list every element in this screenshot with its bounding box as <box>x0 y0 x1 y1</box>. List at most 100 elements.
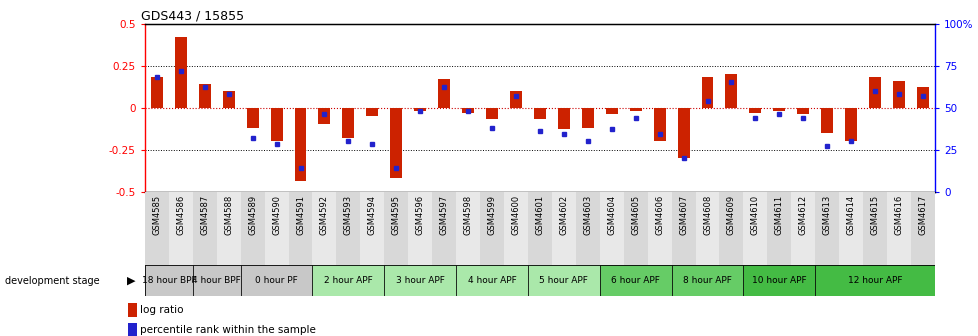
Bar <box>246 108 258 128</box>
Text: ▶: ▶ <box>126 276 135 286</box>
Bar <box>510 91 521 108</box>
Text: GSM4608: GSM4608 <box>702 195 711 236</box>
Bar <box>790 192 815 265</box>
Bar <box>527 265 600 296</box>
Text: 8 hour APF: 8 hour APF <box>683 276 732 285</box>
Text: 18 hour BPF: 18 hour BPF <box>142 276 196 285</box>
Text: percentile rank within the sample: percentile rank within the sample <box>140 326 316 335</box>
Text: GSM4594: GSM4594 <box>368 195 377 235</box>
Bar <box>312 192 336 265</box>
Text: GSM4590: GSM4590 <box>272 195 281 235</box>
Bar <box>892 81 904 108</box>
Bar <box>623 192 647 265</box>
Bar <box>127 303 136 317</box>
Bar <box>216 192 241 265</box>
Text: GSM4607: GSM4607 <box>679 195 688 236</box>
Text: 0 hour PF: 0 hour PF <box>255 276 297 285</box>
Text: GSM4616: GSM4616 <box>894 195 903 236</box>
Bar <box>504 192 527 265</box>
Text: GSM4603: GSM4603 <box>583 195 592 236</box>
Bar <box>384 192 408 265</box>
Text: 2 hour APF: 2 hour APF <box>324 276 373 285</box>
Text: GSM4588: GSM4588 <box>224 195 233 236</box>
Text: GSM4612: GSM4612 <box>798 195 807 235</box>
Bar <box>270 108 283 141</box>
Text: 3 hour APF: 3 hour APF <box>395 276 444 285</box>
Bar <box>151 77 162 108</box>
Bar <box>581 108 594 128</box>
Text: GSM4585: GSM4585 <box>153 195 161 235</box>
Bar <box>911 192 934 265</box>
Bar <box>342 108 354 138</box>
Text: GSM4586: GSM4586 <box>176 195 185 236</box>
Bar <box>815 192 838 265</box>
Bar <box>767 192 790 265</box>
Bar <box>127 323 136 336</box>
Bar <box>725 74 736 108</box>
Bar <box>575 192 600 265</box>
Bar <box>390 108 402 178</box>
Bar <box>438 79 450 108</box>
Text: GSM4602: GSM4602 <box>558 195 568 235</box>
Bar <box>145 265 193 296</box>
Bar <box>222 91 235 108</box>
Text: GSM4598: GSM4598 <box>464 195 472 235</box>
Bar <box>701 77 713 108</box>
Text: GSM4597: GSM4597 <box>439 195 448 235</box>
Text: 4 hour APF: 4 hour APF <box>467 276 515 285</box>
Bar <box>456 265 527 296</box>
Text: GSM4599: GSM4599 <box>487 195 496 235</box>
Bar <box>408 192 431 265</box>
Bar <box>527 192 552 265</box>
Bar <box>366 108 378 116</box>
Bar <box>677 108 689 158</box>
Bar <box>289 192 312 265</box>
Bar <box>863 192 886 265</box>
Text: log ratio: log ratio <box>140 305 183 315</box>
Bar <box>821 108 832 133</box>
Bar <box>193 192 216 265</box>
Bar <box>773 108 784 111</box>
Bar <box>294 108 306 181</box>
Text: GDS443 / 15855: GDS443 / 15855 <box>141 9 244 23</box>
Bar <box>479 192 504 265</box>
Bar <box>336 192 360 265</box>
Bar <box>485 108 498 119</box>
Text: GSM4604: GSM4604 <box>606 195 615 235</box>
Text: GSM4596: GSM4596 <box>416 195 424 235</box>
Bar <box>815 265 934 296</box>
Text: GSM4605: GSM4605 <box>631 195 640 235</box>
Bar <box>312 265 384 296</box>
Bar <box>748 108 761 113</box>
Text: 12 hour APF: 12 hour APF <box>847 276 902 285</box>
Bar <box>241 192 264 265</box>
Text: GSM4600: GSM4600 <box>511 195 520 235</box>
Bar <box>694 192 719 265</box>
Bar <box>384 265 456 296</box>
Text: GSM4609: GSM4609 <box>727 195 735 235</box>
Text: GSM4606: GSM4606 <box>654 195 663 236</box>
Bar <box>431 192 456 265</box>
Text: GSM4589: GSM4589 <box>247 195 257 235</box>
Bar <box>742 265 815 296</box>
Bar <box>241 265 312 296</box>
Bar <box>886 192 911 265</box>
Bar <box>360 192 384 265</box>
Bar <box>600 192 623 265</box>
Bar <box>193 265 241 296</box>
Bar <box>671 265 742 296</box>
Bar <box>456 192 479 265</box>
Text: 4 hour BPF: 4 hour BPF <box>192 276 241 285</box>
Bar <box>719 192 742 265</box>
Bar <box>796 108 809 114</box>
Bar <box>647 192 671 265</box>
Text: GSM4601: GSM4601 <box>535 195 544 235</box>
Text: 10 hour APF: 10 hour APF <box>751 276 806 285</box>
Bar <box>557 108 569 129</box>
Bar <box>600 265 671 296</box>
Text: GSM4617: GSM4617 <box>917 195 926 236</box>
Bar <box>199 84 210 108</box>
Bar <box>844 108 857 141</box>
Text: GSM4593: GSM4593 <box>343 195 352 235</box>
Bar <box>175 37 187 108</box>
